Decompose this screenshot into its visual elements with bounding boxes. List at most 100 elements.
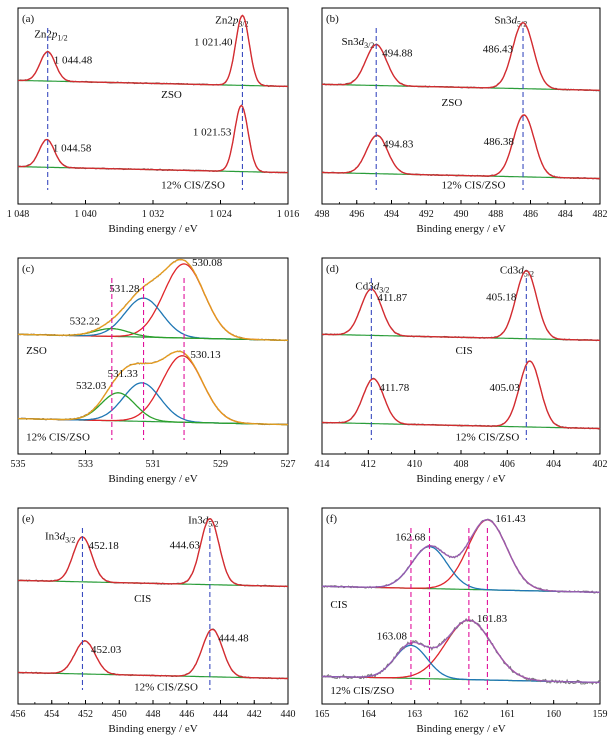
raw-data	[321, 114, 601, 180]
x-tick-label: 444	[213, 709, 228, 720]
peak-value-label: 405.18	[486, 292, 517, 304]
x-tick-label: 165	[315, 709, 330, 720]
x-tick-label: 408	[454, 459, 469, 470]
x-tick-label: 446	[179, 709, 194, 720]
panel-label: (c)	[22, 263, 35, 275]
raw-data	[321, 518, 601, 594]
x-tick-label: 159	[593, 709, 608, 720]
x-tick-label: 533	[78, 459, 93, 470]
x-tick-label: 527	[281, 459, 296, 470]
x-tick-label: 456	[11, 709, 26, 720]
peak-value-label: 531.33	[108, 368, 139, 380]
sample-label: ZSO	[442, 97, 463, 109]
peak-value-label: 161.83	[477, 613, 508, 625]
peak-value-label: 1 044.58	[53, 143, 92, 155]
panel-b: 498 496 494 492 490 488 486 484 482 Binding energ…	[315, 7, 608, 235]
x-axis-label: Binding energy / eV	[416, 473, 505, 485]
peak-value-label: 531.28	[109, 283, 140, 295]
peak-value-label: 1 021.53	[193, 127, 232, 139]
peak-value-label: 494.88	[382, 48, 413, 60]
x-tick-label: 412	[361, 459, 376, 470]
panel-d: 414 412 410 408 406 404 402 Binding energy / eV…	[315, 257, 608, 485]
fit-component	[18, 297, 288, 341]
x-tick-label: 452	[78, 709, 93, 720]
sample-label: 12% CIS/ZSO	[134, 681, 198, 693]
peak-value-label: 411.78	[379, 382, 409, 394]
fit-envelope	[322, 360, 600, 430]
fit-envelope	[322, 114, 600, 180]
peak-value-label: 163.08	[377, 630, 408, 642]
x-tick-label: 482	[593, 209, 608, 220]
panel-e: 456 454 452 450 448 446 444 442 440 Binding energ…	[11, 507, 296, 735]
fit-envelope	[18, 14, 288, 88]
x-tick-label: 450	[112, 709, 127, 720]
sample-label: 12% CIS/ZSO	[161, 179, 225, 191]
x-tick-label: 160	[546, 709, 561, 720]
x-tick-label: 164	[361, 709, 376, 720]
peak-value-label: 532.22	[70, 316, 100, 328]
x-tick-label: 498	[315, 209, 330, 220]
fit-envelope	[18, 628, 288, 680]
peak-name-label: Sn3d3/2	[341, 36, 374, 50]
x-tick-label: 484	[558, 209, 573, 220]
peak-name-label: In3d3/2	[45, 530, 75, 544]
x-tick-label: 531	[146, 459, 161, 470]
x-axis-label: Binding energy / eV	[416, 723, 505, 735]
x-tick-label: 440	[281, 709, 296, 720]
raw-data	[17, 258, 289, 342]
peak-value-label: 530.08	[192, 257, 223, 269]
x-tick-label: 404	[546, 459, 561, 470]
fit-envelope	[18, 517, 288, 588]
fit-component	[18, 263, 288, 341]
x-tick-label: 492	[419, 209, 434, 220]
fit-envelope	[18, 350, 288, 426]
sample-label: 12% CIS/ZSO	[442, 179, 506, 191]
peak-value-label: 486.43	[483, 44, 514, 56]
x-tick-label: 414	[315, 459, 330, 470]
fit-component	[321, 619, 600, 684]
panel-a: 1 048 1 040 1 032 1 024 1 016 Binding energy …	[7, 7, 300, 235]
x-tick-label: 410	[407, 459, 422, 470]
x-tick-label: 1 040	[74, 209, 97, 220]
x-tick-label: 488	[488, 209, 503, 220]
x-tick-label: 454	[44, 709, 59, 720]
peak-value-label: 1 044.48	[54, 55, 93, 67]
sample-label: ZSO	[26, 345, 47, 357]
sample-label: CIS	[330, 599, 347, 611]
fit-envelope	[322, 270, 600, 341]
x-tick-label: 163	[407, 709, 422, 720]
x-tick-label: 402	[593, 459, 608, 470]
fit-envelope	[321, 619, 600, 684]
panel-label: (a)	[22, 13, 35, 25]
x-tick-label: 535	[11, 459, 26, 470]
sample-label: CIS	[455, 345, 472, 357]
peak-value-label: 452.18	[88, 540, 119, 552]
sample-label: 12% CIS/ZSO	[330, 685, 394, 697]
plot-frame	[321, 507, 601, 705]
x-tick-label: 1 024	[209, 209, 232, 220]
x-tick-label: 1 048	[7, 209, 30, 220]
peak-name-label: Zn2p3/2	[215, 15, 248, 29]
peak-value-label: 411.87	[377, 292, 407, 304]
raw-data	[17, 518, 289, 588]
plot-frame	[17, 257, 289, 455]
peak-value-label: 486.38	[484, 136, 515, 148]
panel-label: (b)	[326, 13, 339, 25]
fit-envelope	[322, 519, 600, 593]
sample-label: 12% CIS/ZSO	[26, 431, 90, 443]
x-tick-label: 529	[213, 459, 228, 470]
peak-value-label: 444.63	[170, 540, 201, 552]
x-tick-label: 1 016	[277, 209, 300, 220]
peak-name-label: Zn2p1/2	[34, 28, 67, 42]
sample-label: CIS	[134, 593, 151, 605]
x-tick-label: 494	[384, 209, 399, 220]
x-tick-label: 448	[146, 709, 161, 720]
peak-value-label: 532.03	[76, 380, 107, 392]
peak-value-label: 530.13	[190, 349, 221, 361]
peak-name-label: Sn3d5/2	[494, 15, 527, 29]
x-tick-label: 442	[247, 709, 262, 720]
panel-label: (f)	[326, 513, 337, 525]
x-tick-label: 162	[454, 709, 469, 720]
raw-data	[17, 104, 289, 174]
